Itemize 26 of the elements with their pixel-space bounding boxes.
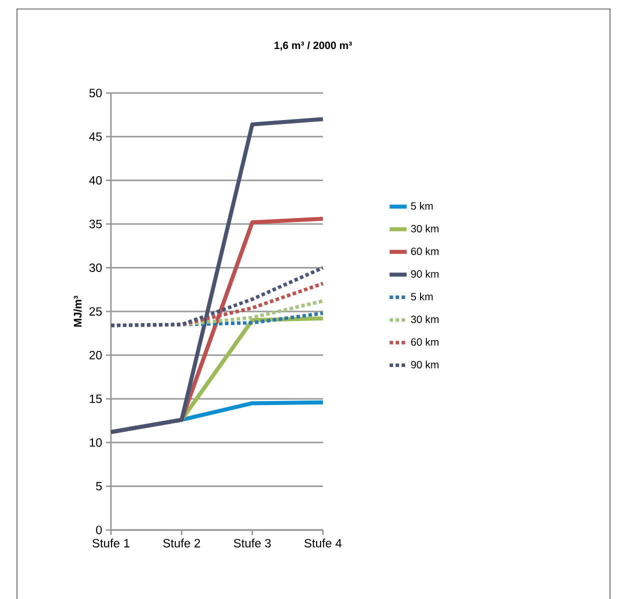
y-tick-label: 30 <box>89 263 102 272</box>
legend-label: 5 km <box>411 202 433 210</box>
legend-label: 5 km <box>411 292 433 300</box>
y-tick-label: 25 <box>90 307 102 316</box>
y-tick-label: 35 <box>89 220 102 228</box>
legend-label: 60 km <box>411 338 438 346</box>
legend-label: 30 km <box>411 315 438 324</box>
chart-title: 1,6 m³ / 2000 m³ <box>274 41 352 51</box>
legend-label: 90 km <box>411 360 438 368</box>
x-tick-label: Stufe 4 <box>304 538 342 548</box>
legend-label: 30 km <box>411 224 438 232</box>
y-tick-label: 50 <box>89 88 102 98</box>
y-tick-label: 0 <box>96 526 102 534</box>
y-tick-label: 10 <box>90 438 102 447</box>
line-series <box>108 117 325 434</box>
y-tick-label: 45 <box>89 132 102 141</box>
y-tick-label: 5 <box>96 482 102 490</box>
x-tick-label: Stufe 1 <box>92 538 130 548</box>
y-tick-label: 40 <box>89 176 102 185</box>
legend-label: 90 km <box>411 270 438 278</box>
y-tick-label: 15 <box>90 394 102 404</box>
legend-label: 60 km <box>411 247 438 256</box>
y-axis-title: MJ/m³ <box>74 296 82 327</box>
x-tick-label: Stufe 3 <box>234 538 271 548</box>
x-tick-label: Stufe 2 <box>163 538 200 548</box>
y-tick-label: 20 <box>90 350 102 360</box>
